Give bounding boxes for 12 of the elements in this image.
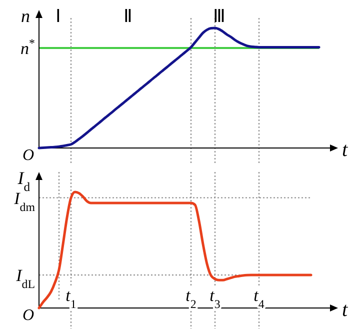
x-tick-label: t$_{3}$ (210, 286, 220, 311)
text: Ⅱ (124, 6, 132, 26)
y-axis-title: n (21, 6, 30, 26)
text: O (22, 307, 34, 324)
x-tick-label: t$_{4}$ (254, 286, 264, 311)
text: O (22, 147, 34, 164)
text: Ⅲ (213, 6, 225, 26)
ref-line-label: n$^{*}$ (20, 36, 36, 58)
x-axis-title: t (342, 299, 348, 321)
ref-line-label: I$_{dL}$ (15, 266, 35, 292)
text: Ⅰ (56, 6, 60, 26)
x-axis-title: t (342, 139, 348, 161)
